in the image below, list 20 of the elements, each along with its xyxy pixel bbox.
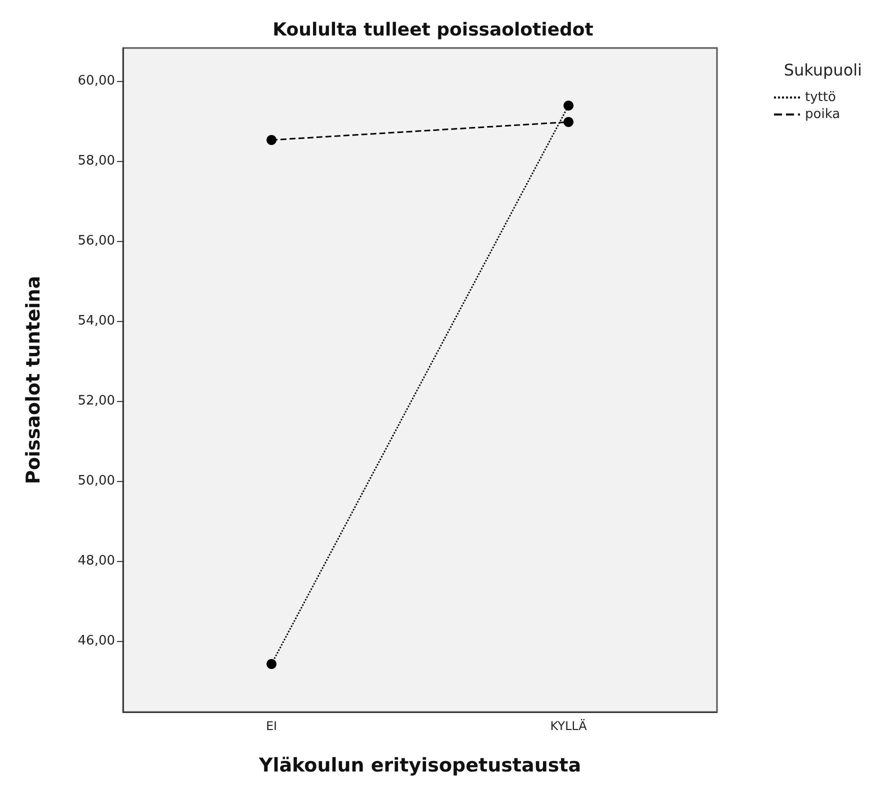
- y-tick-label: 48,00: [78, 554, 115, 569]
- x-tick-label: KYLLÄ: [550, 719, 588, 733]
- y-tick-label: 60,00: [78, 74, 115, 89]
- x-axis-title: Yläkoulun erityisopetustausta: [258, 754, 582, 776]
- y-tick-label: 46,00: [78, 634, 115, 649]
- x-tick-label: EI: [266, 719, 278, 733]
- y-tick-label: 50,00: [78, 474, 115, 489]
- y-tick-label: 56,00: [78, 234, 115, 249]
- legend-label: poika: [805, 107, 840, 122]
- y-tick-label: 52,00: [78, 394, 115, 409]
- y-tick-label: 58,00: [78, 154, 115, 169]
- y-axis-title: Poissaolot tunteina: [22, 276, 44, 484]
- point: [564, 117, 574, 127]
- chart-title: Koululta tulleet poissaolotiedot: [272, 20, 594, 40]
- point: [564, 100, 574, 111]
- point: [266, 659, 276, 669]
- legend-title: Sukupuoli: [784, 60, 862, 80]
- y-tick-label: 54,00: [78, 314, 115, 329]
- point: [266, 135, 276, 145]
- legend-label: tyttö: [805, 90, 836, 105]
